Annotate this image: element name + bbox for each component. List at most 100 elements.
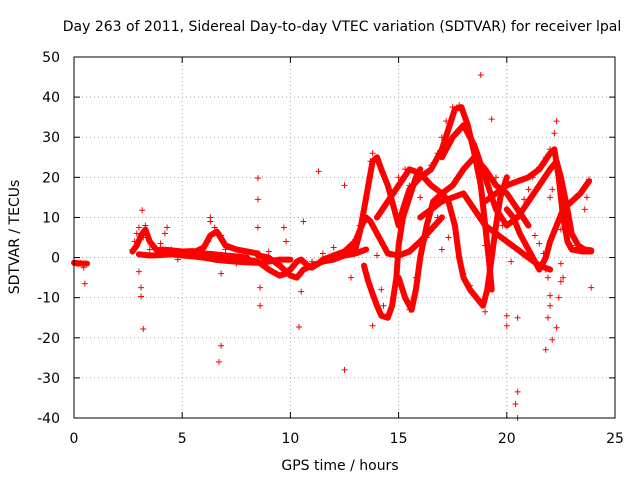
data-point bbox=[347, 274, 354, 281]
data-point bbox=[423, 234, 430, 241]
data-point bbox=[555, 294, 562, 301]
data-point bbox=[438, 134, 445, 141]
data-point bbox=[205, 238, 212, 245]
series-trace bbox=[244, 246, 359, 279]
data-point bbox=[341, 366, 348, 373]
data-point bbox=[581, 206, 588, 213]
data-point bbox=[521, 196, 528, 203]
data-point bbox=[218, 342, 225, 349]
data-point bbox=[174, 256, 181, 263]
data-point bbox=[81, 280, 88, 287]
series-trace bbox=[482, 146, 595, 255]
data-point bbox=[139, 207, 146, 214]
plot-border bbox=[73, 56, 616, 419]
data-point bbox=[207, 218, 214, 225]
y-tick-label: -30 bbox=[37, 371, 60, 387]
data-point bbox=[190, 250, 197, 257]
x-tick-label: 15 bbox=[390, 431, 408, 447]
data-point bbox=[280, 224, 287, 231]
data-point bbox=[300, 218, 307, 225]
data-point bbox=[135, 224, 142, 231]
data-series-sdtvar bbox=[71, 104, 595, 321]
axis-ticks bbox=[73, 56, 616, 419]
data-point bbox=[564, 234, 571, 241]
data-point bbox=[367, 158, 374, 165]
data-point bbox=[244, 256, 251, 263]
y-tick-label: 40 bbox=[42, 90, 60, 106]
data-point bbox=[547, 146, 554, 153]
data-point bbox=[79, 260, 86, 267]
data-point bbox=[373, 158, 380, 165]
data-point bbox=[579, 248, 586, 255]
data-point bbox=[503, 182, 510, 189]
data-point bbox=[218, 270, 225, 277]
data-point bbox=[542, 266, 549, 273]
y-tick-label: -40 bbox=[37, 411, 60, 427]
data-point bbox=[363, 214, 370, 221]
chart-title: Day 263 of 2011, Sidereal Day-to-day VTE… bbox=[63, 19, 621, 35]
data-point bbox=[406, 182, 413, 189]
data-point bbox=[138, 230, 145, 237]
data-point bbox=[183, 248, 190, 255]
data-point bbox=[315, 168, 322, 175]
data-point bbox=[254, 196, 261, 203]
data-point bbox=[406, 306, 413, 313]
data-point bbox=[544, 314, 551, 321]
data-points bbox=[71, 72, 595, 421]
data-point bbox=[488, 116, 495, 123]
data-point bbox=[553, 118, 560, 125]
data-point bbox=[215, 358, 222, 365]
y-axis-tick-labels: -40 -30 -20 -10 0 10 20 30 40 50 bbox=[37, 50, 60, 427]
data-point bbox=[503, 322, 510, 329]
data-point bbox=[384, 314, 391, 321]
data-point bbox=[438, 246, 445, 253]
data-point bbox=[529, 174, 536, 181]
data-point bbox=[503, 312, 510, 319]
data-point bbox=[378, 166, 385, 173]
data-point bbox=[402, 166, 409, 173]
y-tick-label: 20 bbox=[42, 170, 60, 186]
x-tick-label: 25 bbox=[606, 431, 624, 447]
y-tick-label: 30 bbox=[42, 130, 60, 146]
data-point bbox=[200, 248, 207, 255]
data-point bbox=[449, 104, 456, 111]
data-point bbox=[80, 264, 87, 271]
data-point bbox=[557, 226, 564, 233]
y-axis-label: SDTVAR / TECUs bbox=[7, 180, 23, 295]
series-trace bbox=[135, 251, 294, 266]
data-point bbox=[583, 194, 590, 201]
data-point bbox=[373, 252, 380, 259]
data-point bbox=[557, 278, 564, 285]
data-point bbox=[164, 224, 171, 231]
data-point bbox=[218, 232, 225, 239]
data-point bbox=[542, 346, 549, 353]
data-point bbox=[257, 302, 264, 309]
data-point bbox=[296, 323, 303, 330]
data-point bbox=[586, 176, 593, 183]
data-point bbox=[473, 294, 480, 301]
data-point bbox=[129, 246, 136, 253]
data-point bbox=[547, 292, 554, 299]
data-point bbox=[412, 274, 419, 281]
data-point bbox=[352, 236, 359, 243]
data-point bbox=[434, 150, 441, 157]
data-point bbox=[319, 250, 326, 257]
data-point bbox=[153, 250, 160, 257]
data-point bbox=[471, 150, 478, 157]
data-point bbox=[434, 214, 441, 221]
data-point bbox=[395, 174, 402, 181]
data-point bbox=[330, 244, 337, 251]
data-point bbox=[544, 274, 551, 281]
data-point bbox=[168, 246, 175, 253]
data-point bbox=[146, 246, 153, 253]
data-point bbox=[417, 194, 424, 201]
data-point bbox=[138, 284, 145, 291]
data-point bbox=[460, 270, 467, 277]
data-point bbox=[451, 222, 458, 229]
data-point bbox=[514, 214, 521, 221]
data-point bbox=[467, 282, 474, 289]
data-point bbox=[365, 182, 372, 189]
data-point bbox=[140, 325, 147, 332]
data-point bbox=[557, 260, 564, 267]
